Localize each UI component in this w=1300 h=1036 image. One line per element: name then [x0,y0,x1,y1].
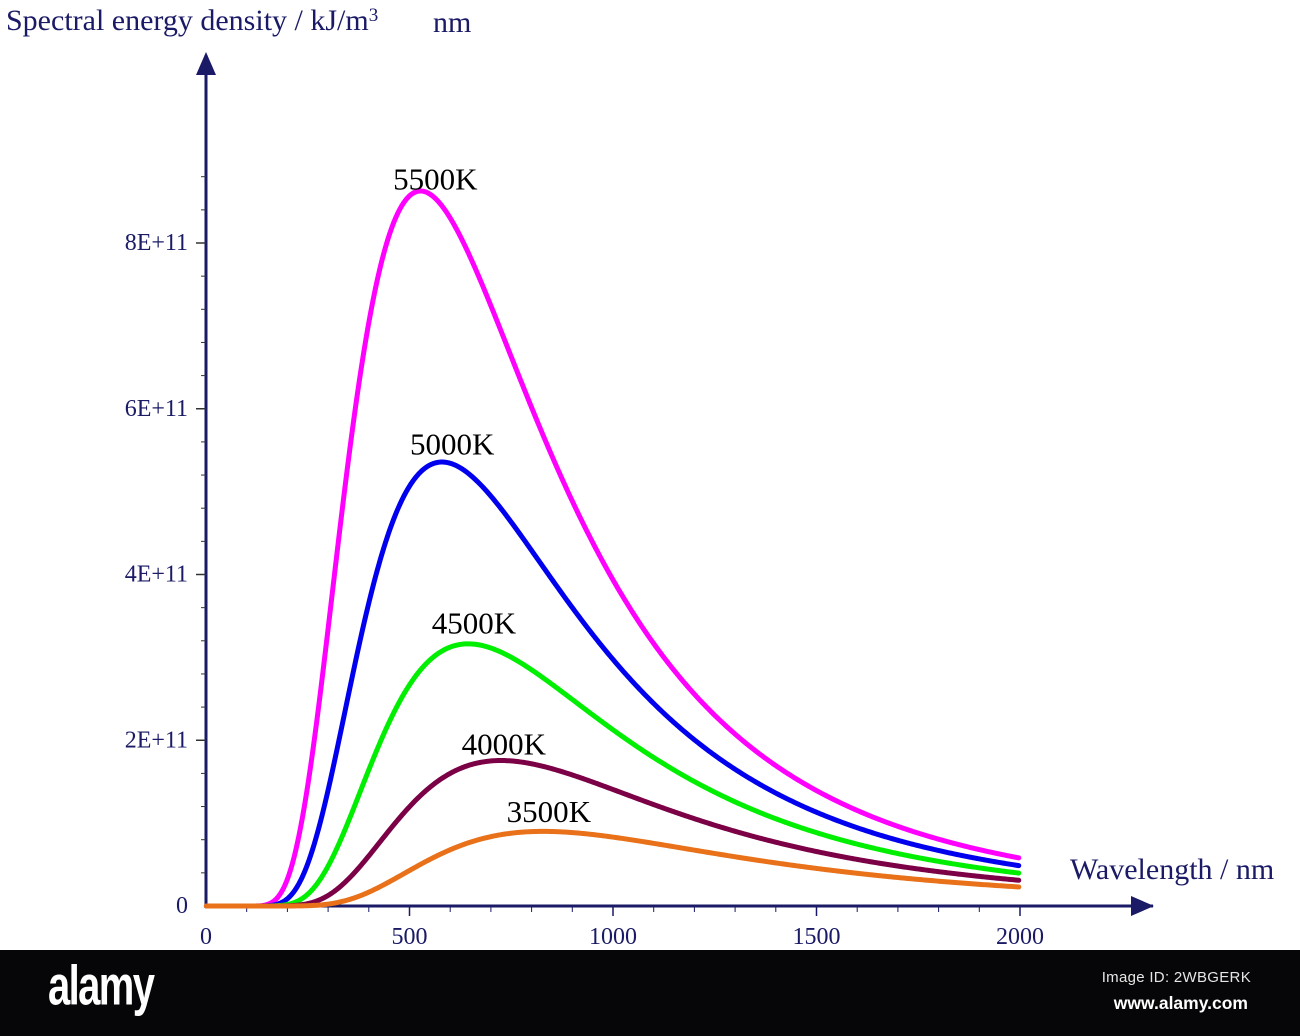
svg-text:0: 0 [176,893,188,919]
svg-text:3500K: 3500K [507,794,592,829]
svg-text:500: 500 [392,924,428,950]
svg-text:5500K: 5500K [393,161,478,196]
svg-text:6E+11: 6E+11 [125,396,188,422]
svg-text:4E+11: 4E+11 [125,562,188,588]
svg-text:1500: 1500 [793,924,841,950]
svg-text:2E+11: 2E+11 [125,727,188,753]
svg-text:Wavelength / nm: Wavelength / nm [1070,853,1274,886]
svg-text:0: 0 [200,924,212,950]
svg-text:1000: 1000 [589,924,637,950]
svg-text:8E+11: 8E+11 [125,230,188,256]
svg-text:4500K: 4500K [432,606,517,641]
svg-text:5000K: 5000K [410,427,495,462]
svg-text:2000: 2000 [996,924,1044,950]
svg-text:4000K: 4000K [462,726,547,761]
